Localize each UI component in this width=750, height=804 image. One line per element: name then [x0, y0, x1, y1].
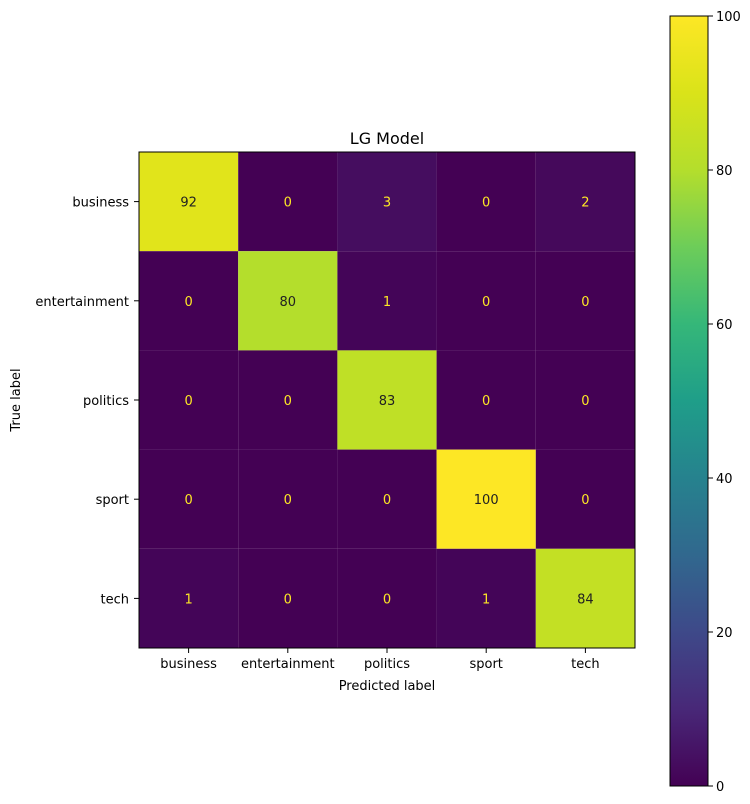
cell-value-label: 80 [280, 295, 297, 310]
heatmap-cell [436, 449, 536, 549]
cell-value-label: 0 [581, 394, 589, 409]
heatmap-cell [337, 449, 437, 549]
colorbar-tick-label: 40 [716, 472, 733, 487]
heatmap-cell [238, 152, 338, 252]
colorbar-ticks: 0 20 40 60 80 100 [708, 10, 741, 795]
heatmap-cell [238, 350, 338, 450]
heatmap-cell [535, 548, 635, 648]
x-tick-label: business [160, 657, 217, 672]
x-axis-label: Predicted label [339, 679, 436, 694]
y-tick-label: politics [83, 394, 129, 409]
cell-value-label: 0 [184, 493, 192, 508]
colorbar-tick-label: 60 [716, 318, 733, 333]
x-tick-label: tech [571, 657, 599, 672]
x-tick-label: sport [469, 657, 502, 672]
heatmap-cell [337, 350, 437, 450]
cell-value-label: 0 [482, 295, 490, 310]
heatmap-cell [535, 152, 635, 252]
heatmap-cell [139, 449, 239, 549]
colorbar-tick-label: 100 [716, 10, 741, 25]
cell-value-label: 0 [581, 295, 589, 310]
cell-value-label: 0 [284, 196, 292, 211]
heatmap-cell-labels: 92 0 3 0 20 80 1 0 00 0 83 0 00 0 0 100 01 0 0 1 84 [180, 196, 593, 608]
heatmap-cell [337, 251, 437, 351]
cell-value-label: 1 [383, 295, 391, 310]
colorbar-tick-label: 80 [716, 164, 733, 179]
heatmap-cell [337, 152, 437, 252]
y-tick-label: tech [101, 592, 129, 607]
cell-value-label: 0 [284, 493, 292, 508]
colorbar-tick-label: 20 [716, 626, 733, 641]
cell-value-label: 2 [581, 196, 589, 211]
heatmap-cell [139, 350, 239, 450]
heatmap-cell [238, 251, 338, 351]
x-tick-label: politics [364, 657, 410, 672]
cell-value-label: 0 [284, 592, 292, 607]
colorbar-tick-label: 0 [716, 780, 724, 795]
heatmap-cell [436, 152, 536, 252]
chart-title: LG Model [350, 129, 424, 148]
cell-value-label: 1 [184, 592, 192, 607]
colorbar [669, 15, 709, 787]
cell-value-label: 0 [284, 394, 292, 409]
cell-value-label: 0 [482, 394, 490, 409]
heatmap-cell [535, 449, 635, 549]
heatmap-cell [436, 350, 536, 450]
y-tick-label: business [72, 196, 129, 211]
cell-value-label: 0 [383, 493, 391, 508]
heatmap-cell [238, 548, 338, 648]
heatmap-cell [238, 449, 338, 549]
heatmap-cell [535, 350, 635, 450]
cell-value-label: 83 [379, 394, 396, 409]
x-axis-ticks: business entertainment politics sport tech [160, 648, 600, 672]
x-tick-label: entertainment [241, 657, 335, 672]
cell-value-label: 1 [482, 592, 490, 607]
heatmap-cell [436, 548, 536, 648]
y-tick-label: entertainment [35, 295, 129, 310]
heatmap-cell [337, 548, 437, 648]
y-axis-ticks: business entertainment politics sport tech [35, 196, 139, 607]
heatmap-cell [139, 152, 239, 252]
cell-value-label: 0 [184, 394, 192, 409]
cell-value-label: 0 [581, 493, 589, 508]
cell-value-label: 0 [184, 295, 192, 310]
cell-value-label: 3 [383, 196, 391, 211]
heatmap-cell [139, 548, 239, 648]
y-axis-label: True label [9, 368, 24, 432]
cell-value-label: 84 [577, 592, 594, 607]
heatmap-cell [535, 251, 635, 351]
heatmap-cell [436, 251, 536, 351]
heatmap-cells [139, 152, 635, 648]
cell-value-label: 0 [482, 196, 490, 211]
y-tick-label: sport [96, 493, 129, 508]
heatmap-cell [139, 251, 239, 351]
cell-value-label: 92 [180, 196, 197, 211]
cell-value-label: 0 [383, 592, 391, 607]
cell-value-label: 100 [474, 493, 499, 508]
